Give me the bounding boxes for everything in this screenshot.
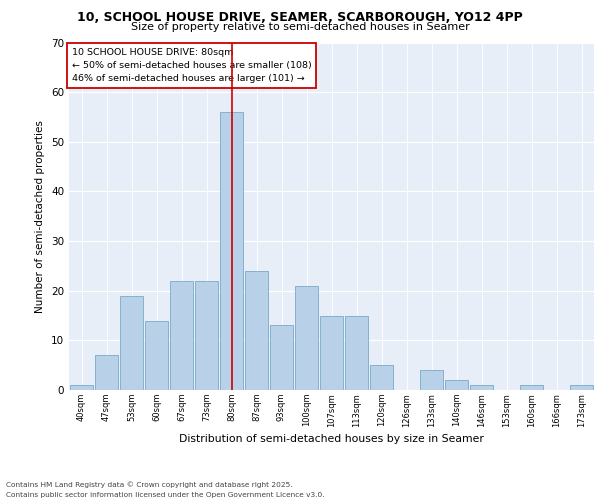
Bar	[445, 380, 468, 390]
Y-axis label: Number of semi-detached properties: Number of semi-detached properties	[35, 120, 46, 312]
X-axis label: Distribution of semi-detached houses by size in Seamer: Distribution of semi-detached houses by …	[179, 434, 484, 444]
Bar	[470, 385, 493, 390]
Bar	[270, 326, 293, 390]
Text: Contains public sector information licensed under the Open Government Licence v3: Contains public sector information licen…	[6, 492, 325, 498]
Bar	[170, 281, 193, 390]
Bar	[345, 316, 368, 390]
Text: 10 SCHOOL HOUSE DRIVE: 80sqm
← 50% of semi-detached houses are smaller (108)
46%: 10 SCHOOL HOUSE DRIVE: 80sqm ← 50% of se…	[71, 48, 311, 83]
Bar	[295, 286, 318, 390]
Bar	[145, 320, 168, 390]
Bar	[120, 296, 143, 390]
Bar	[245, 271, 268, 390]
Bar	[570, 385, 593, 390]
Text: Size of property relative to semi-detached houses in Seamer: Size of property relative to semi-detach…	[131, 22, 469, 32]
Bar	[195, 281, 218, 390]
Bar	[220, 112, 243, 390]
Text: Contains HM Land Registry data © Crown copyright and database right 2025.: Contains HM Land Registry data © Crown c…	[6, 481, 293, 488]
Bar	[370, 365, 393, 390]
Text: 10, SCHOOL HOUSE DRIVE, SEAMER, SCARBOROUGH, YO12 4PP: 10, SCHOOL HOUSE DRIVE, SEAMER, SCARBORO…	[77, 11, 523, 24]
Bar	[95, 355, 118, 390]
Bar	[420, 370, 443, 390]
Bar	[70, 385, 93, 390]
Bar	[320, 316, 343, 390]
Bar	[520, 385, 543, 390]
